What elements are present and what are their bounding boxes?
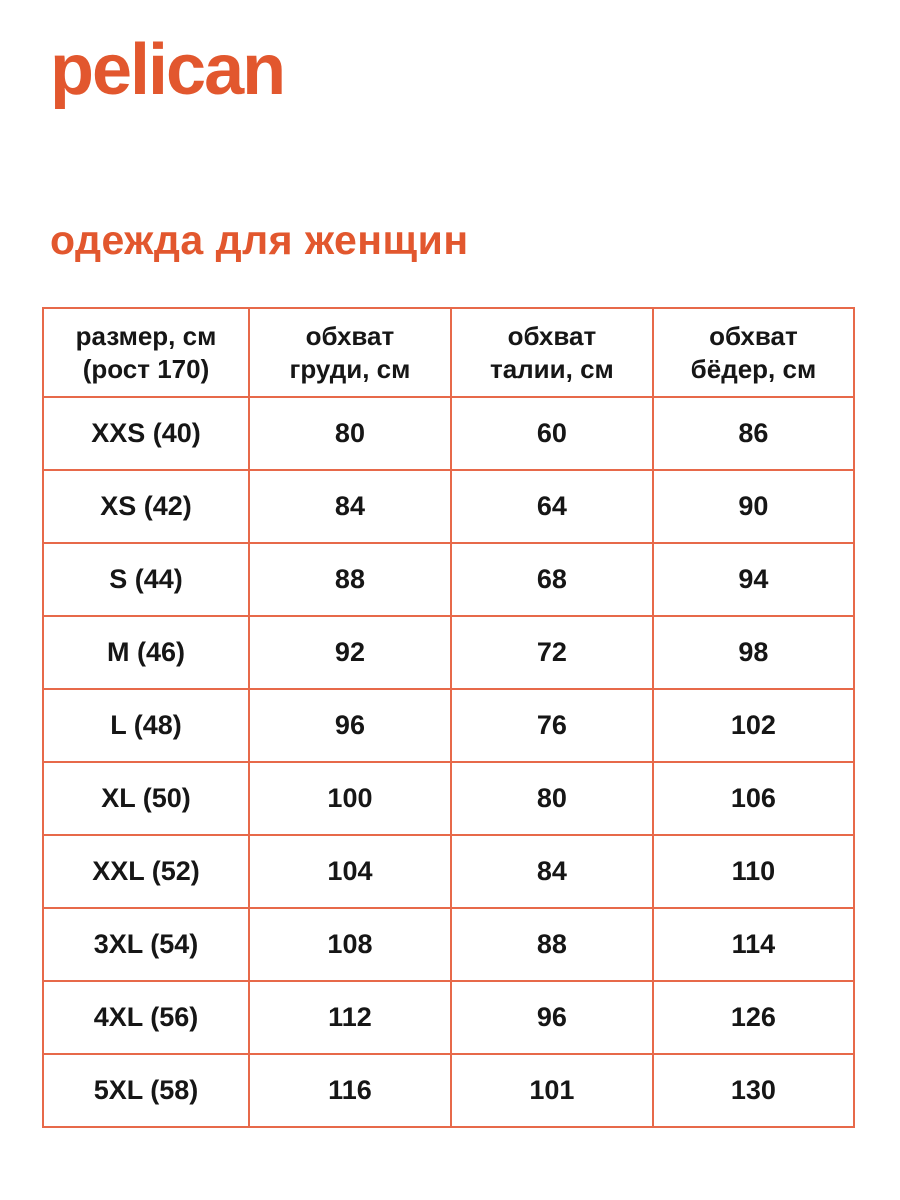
table-row: XS (42) 84 64 90 bbox=[42, 469, 856, 545]
cell-size: 4XL (56) bbox=[42, 980, 250, 1056]
cell-chest: 88 bbox=[247, 542, 452, 618]
column-header-size: размер, см (рост 170) bbox=[42, 307, 250, 399]
cell-size: XL (50) bbox=[42, 761, 250, 837]
size-chart-table: размер, см (рост 170) обхват груди, см о… bbox=[42, 307, 856, 1129]
cell-hips: 94 bbox=[651, 542, 856, 618]
cell-chest: 116 bbox=[247, 1053, 452, 1129]
cell-waist: 72 bbox=[449, 615, 654, 691]
table-row: XXL (52) 104 84 110 bbox=[42, 834, 856, 910]
column-header-waist: обхват талии, см bbox=[449, 307, 654, 399]
cell-hips: 106 bbox=[651, 761, 856, 837]
cell-hips: 110 bbox=[651, 834, 856, 910]
cell-waist: 101 bbox=[449, 1053, 654, 1129]
table-row: M (46) 92 72 98 bbox=[42, 615, 856, 691]
table-row: XXS (40) 80 60 86 bbox=[42, 396, 856, 472]
cell-hips: 98 bbox=[651, 615, 856, 691]
cell-waist: 80 bbox=[449, 761, 654, 837]
cell-chest: 104 bbox=[247, 834, 452, 910]
cell-size: XXL (52) bbox=[42, 834, 250, 910]
cell-hips: 90 bbox=[651, 469, 856, 545]
cell-hips: 114 bbox=[651, 907, 856, 983]
cell-chest: 92 bbox=[247, 615, 452, 691]
cell-chest: 84 bbox=[247, 469, 452, 545]
cell-chest: 96 bbox=[247, 688, 452, 764]
header-row: размер, см (рост 170) обхват груди, см о… bbox=[42, 307, 856, 399]
cell-size: XXS (40) bbox=[42, 396, 250, 472]
cell-waist: 96 bbox=[449, 980, 654, 1056]
cell-waist: 68 bbox=[449, 542, 654, 618]
column-header-hips: обхват бёдер, см bbox=[651, 307, 856, 399]
table-row: S (44) 88 68 94 bbox=[42, 542, 856, 618]
cell-hips: 130 bbox=[651, 1053, 856, 1129]
cell-size: S (44) bbox=[42, 542, 250, 618]
cell-hips: 86 bbox=[651, 396, 856, 472]
table-row: 5XL (58) 116 101 130 bbox=[42, 1053, 856, 1129]
cell-chest: 80 bbox=[247, 396, 452, 472]
table-row: L (48) 96 76 102 bbox=[42, 688, 856, 764]
cell-size: M (46) bbox=[42, 615, 250, 691]
table-row: 3XL (54) 108 88 114 bbox=[42, 907, 856, 983]
cell-hips: 102 bbox=[651, 688, 856, 764]
page-title: одежда для женщин bbox=[50, 217, 469, 263]
cell-size: 5XL (58) bbox=[42, 1053, 250, 1129]
table-row: XL (50) 100 80 106 bbox=[42, 761, 856, 837]
cell-waist: 88 bbox=[449, 907, 654, 983]
cell-size: XS (42) bbox=[42, 469, 250, 545]
cell-chest: 112 bbox=[247, 980, 452, 1056]
cell-waist: 60 bbox=[449, 396, 654, 472]
pelican-logo: pelican bbox=[50, 30, 286, 110]
cell-size: 3XL (54) bbox=[42, 907, 250, 983]
cell-waist: 76 bbox=[449, 688, 654, 764]
cell-hips: 126 bbox=[651, 980, 856, 1056]
table-row: 4XL (56) 112 96 126 bbox=[42, 980, 856, 1056]
cell-waist: 84 bbox=[449, 834, 654, 910]
cell-chest: 108 bbox=[247, 907, 452, 983]
cell-chest: 100 bbox=[247, 761, 452, 837]
cell-size: L (48) bbox=[42, 688, 250, 764]
cell-waist: 64 bbox=[449, 469, 654, 545]
column-header-chest: обхват груди, см bbox=[247, 307, 452, 399]
